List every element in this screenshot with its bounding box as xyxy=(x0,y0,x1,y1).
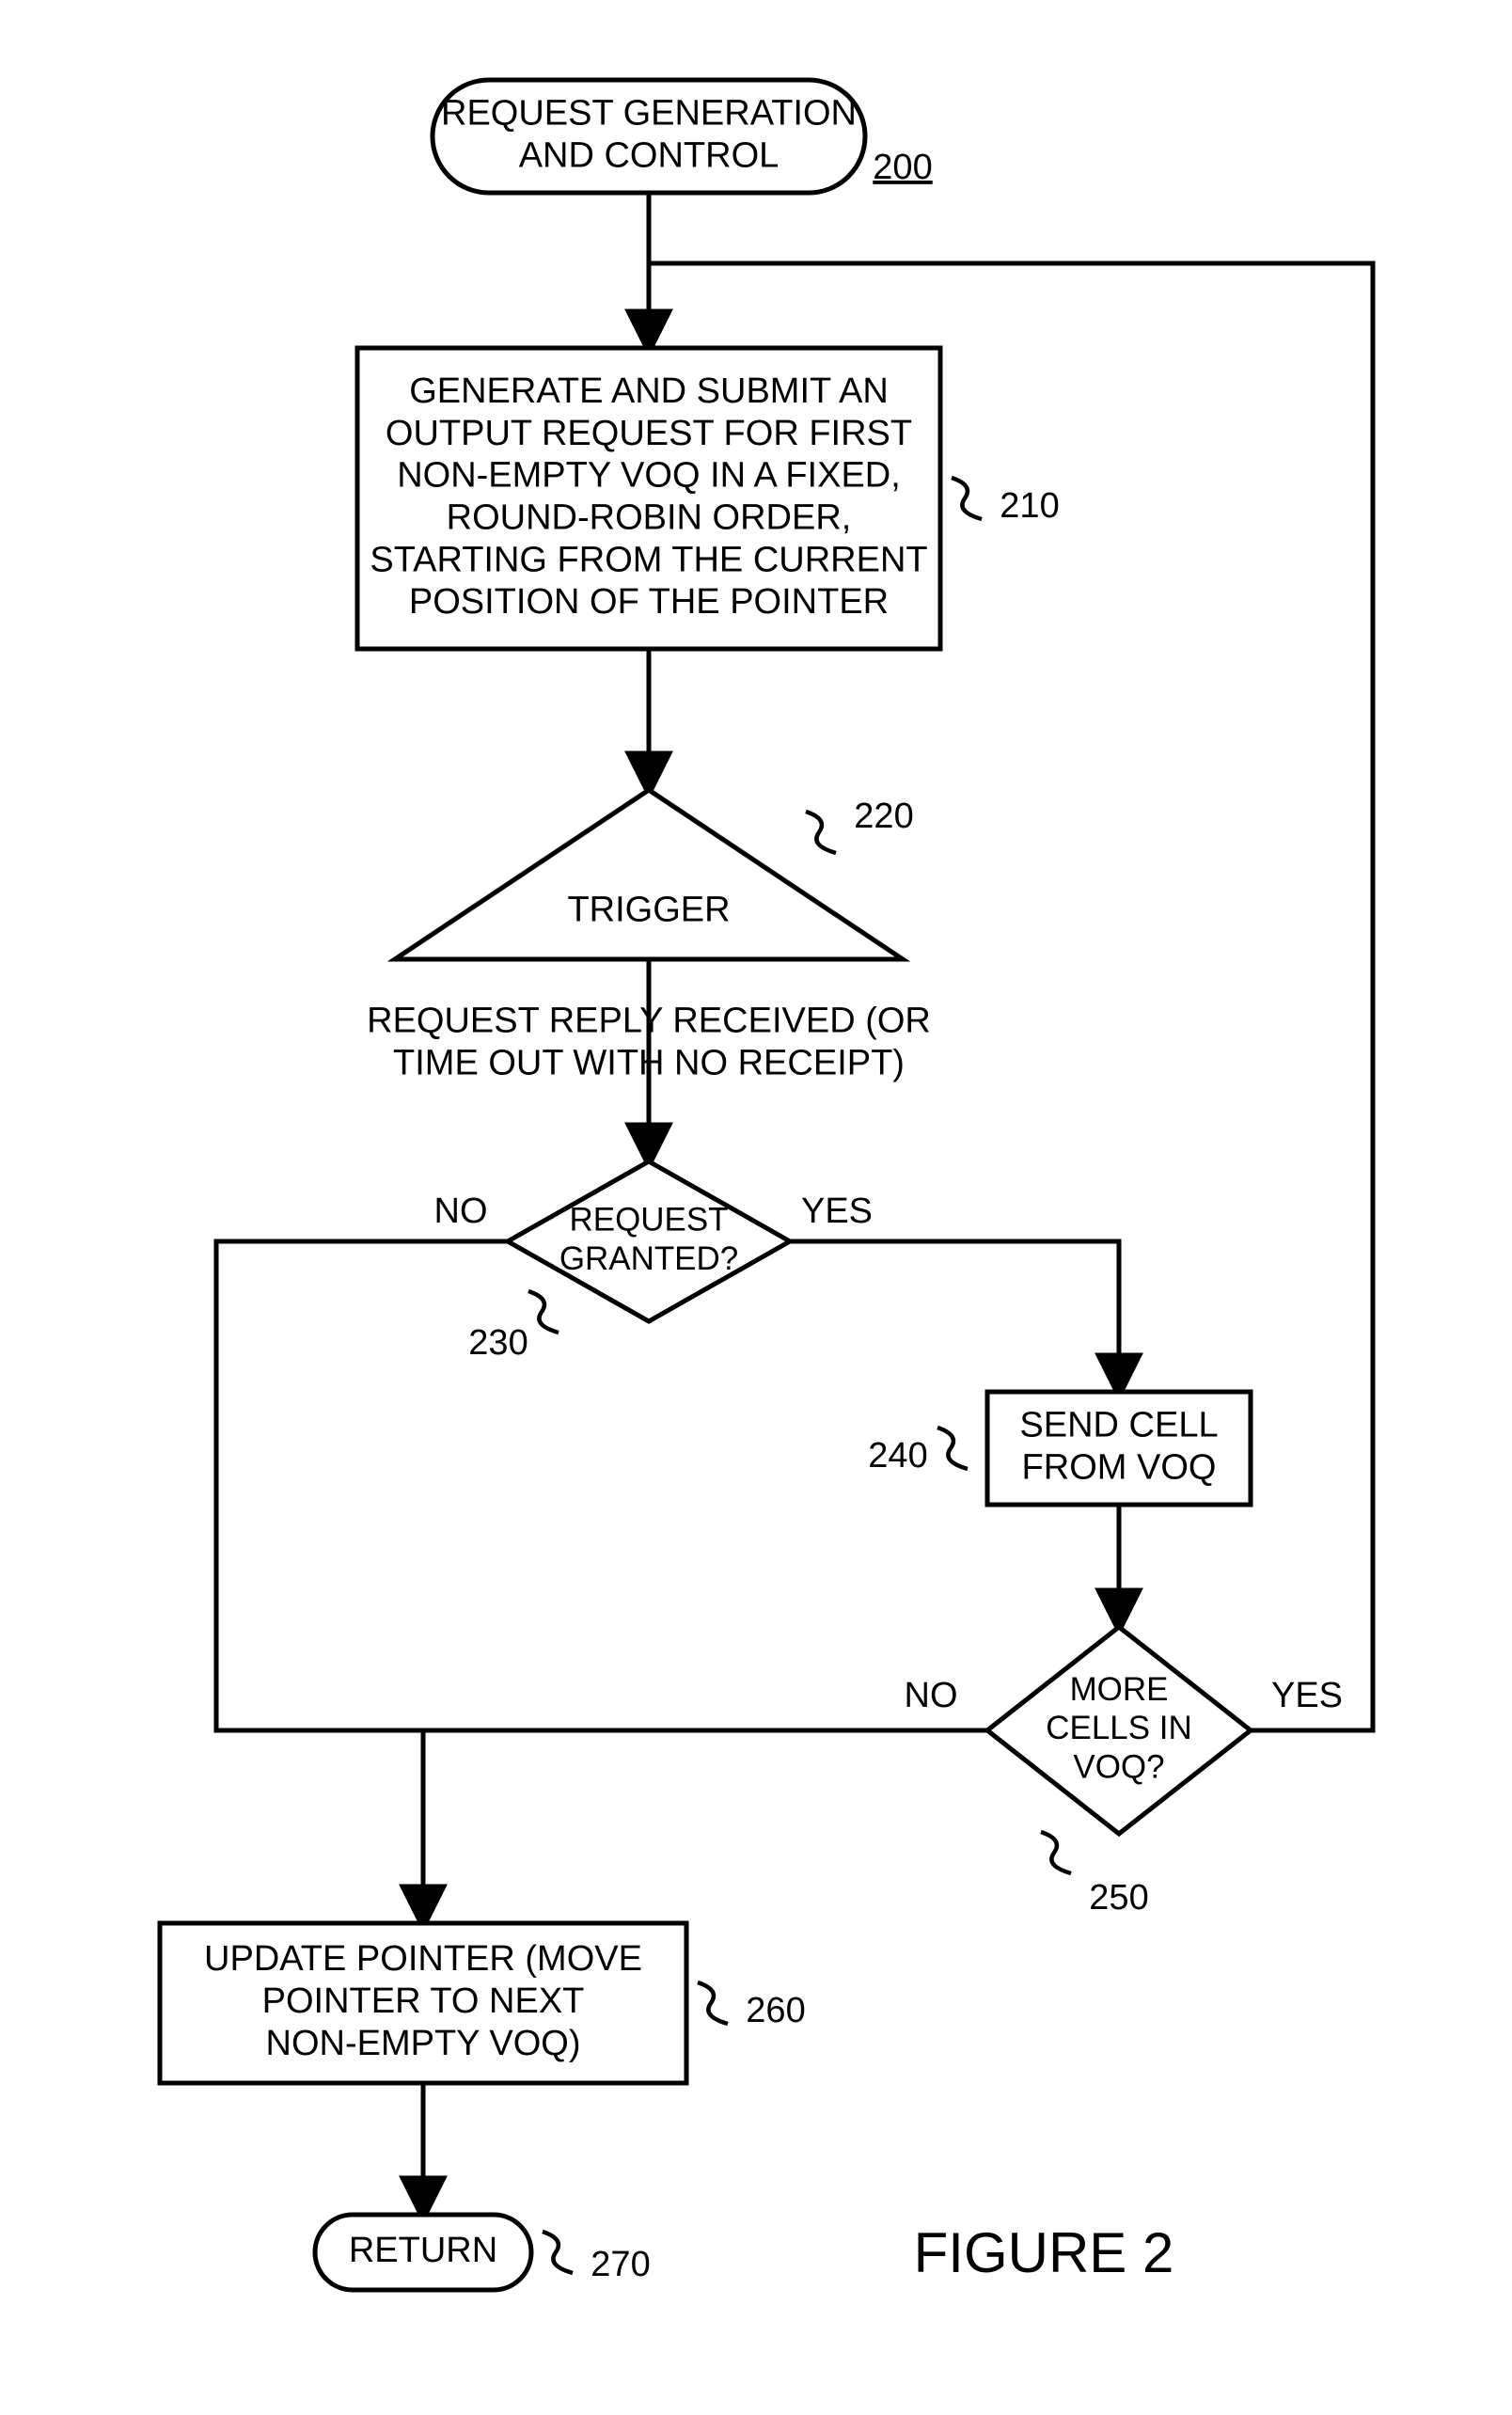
n220-text: TRIGGER xyxy=(567,891,730,930)
node-n270: RETURN xyxy=(315,2215,531,2290)
ref-label: 230 xyxy=(468,1323,528,1363)
node-n230: REQUESTGRANTED? xyxy=(508,1161,790,1321)
n260-text: UPDATE POINTER (MOVEPOINTER TO NEXTNON-E… xyxy=(204,1939,642,2063)
svg-text:RETURN: RETURN xyxy=(349,2231,497,2270)
svg-text:REQUEST GENERATION: REQUEST GENERATION xyxy=(441,94,857,134)
edge xyxy=(216,1241,508,1923)
svg-text:POSITION OF THE POINTER: POSITION OF THE POINTER xyxy=(409,582,889,622)
svg-text:NON-EMPTY VOQ): NON-EMPTY VOQ) xyxy=(266,2024,581,2063)
svg-text:UPDATE POINTER (MOVE: UPDATE POINTER (MOVE xyxy=(204,1939,642,1979)
node-n260: UPDATE POINTER (MOVEPOINTER TO NEXTNON-E… xyxy=(160,1923,686,2083)
svg-text:AND CONTROL: AND CONTROL xyxy=(519,135,780,175)
free-label: FIGURE 2 xyxy=(914,2221,1174,2284)
svg-text:OUTPUT REQUEST FOR FIRST: OUTPUT REQUEST FOR FIRST xyxy=(386,414,912,453)
free-label: 200 xyxy=(873,148,932,187)
svg-text:GRANTED?: GRANTED? xyxy=(559,1240,738,1277)
ref-label: 260 xyxy=(746,1991,805,2030)
svg-text:CELLS IN: CELLS IN xyxy=(1046,1710,1191,1746)
svg-text:POINTER TO NEXT: POINTER TO NEXT xyxy=(262,1981,585,2021)
n270-text: RETURN xyxy=(349,2231,497,2270)
svg-text:VOQ?: VOQ? xyxy=(1073,1748,1164,1785)
node-n250: MORECELLS INVOQ? xyxy=(987,1627,1251,1834)
ref-hook xyxy=(937,1428,968,1469)
svg-text:ROUND-ROBIN ORDER,: ROUND-ROBIN ORDER, xyxy=(447,497,852,537)
svg-text:NON-EMPTY VOQ IN A FIXED,: NON-EMPTY VOQ IN A FIXED, xyxy=(397,456,901,496)
ref-hook xyxy=(698,1982,728,2024)
ref-label: 270 xyxy=(591,2245,650,2284)
svg-text:REQUEST REPLY RECEIVED (OR: REQUEST REPLY RECEIVED (OR xyxy=(367,1002,931,1041)
node-n240: SEND CELLFROM VOQ xyxy=(987,1392,1251,1505)
ref-hook xyxy=(806,812,836,853)
ref-label: 240 xyxy=(868,1436,927,1476)
svg-text:STARTING FROM THE CURRENT: STARTING FROM THE CURRENT xyxy=(370,540,927,579)
svg-text:FROM VOQ: FROM VOQ xyxy=(1022,1447,1217,1487)
ref-label: 250 xyxy=(1089,1878,1148,1918)
ref-hook xyxy=(952,478,982,519)
ref-label: 210 xyxy=(1000,486,1059,526)
free-label: NO xyxy=(434,1192,488,1231)
free-label: YES xyxy=(801,1192,873,1231)
free-label: NO xyxy=(905,1676,958,1715)
svg-text:SEND CELL: SEND CELL xyxy=(1019,1406,1218,1445)
node-start: REQUEST GENERATIONAND CONTROL xyxy=(433,80,865,193)
ref-hook xyxy=(543,2232,573,2273)
svg-text:TRIGGER: TRIGGER xyxy=(567,891,730,930)
svg-text:TIME OUT WITH NO RECEIPT): TIME OUT WITH NO RECEIPT) xyxy=(393,1043,905,1082)
edge xyxy=(790,1241,1119,1392)
svg-text:MORE: MORE xyxy=(1070,1671,1169,1708)
svg-text:GENERATE AND SUBMIT AN: GENERATE AND SUBMIT AN xyxy=(409,371,889,411)
svg-text:REQUEST: REQUEST xyxy=(570,1202,729,1239)
ref-hook xyxy=(1041,1832,1071,1873)
ref-hook xyxy=(528,1291,559,1333)
triangle-shape xyxy=(395,790,903,959)
node-n210: GENERATE AND SUBMIT ANOUTPUT REQUEST FOR… xyxy=(357,348,940,649)
ref-label: 220 xyxy=(854,797,913,836)
node-n220: TRIGGER xyxy=(395,790,903,959)
free-label: YES xyxy=(1271,1676,1343,1715)
